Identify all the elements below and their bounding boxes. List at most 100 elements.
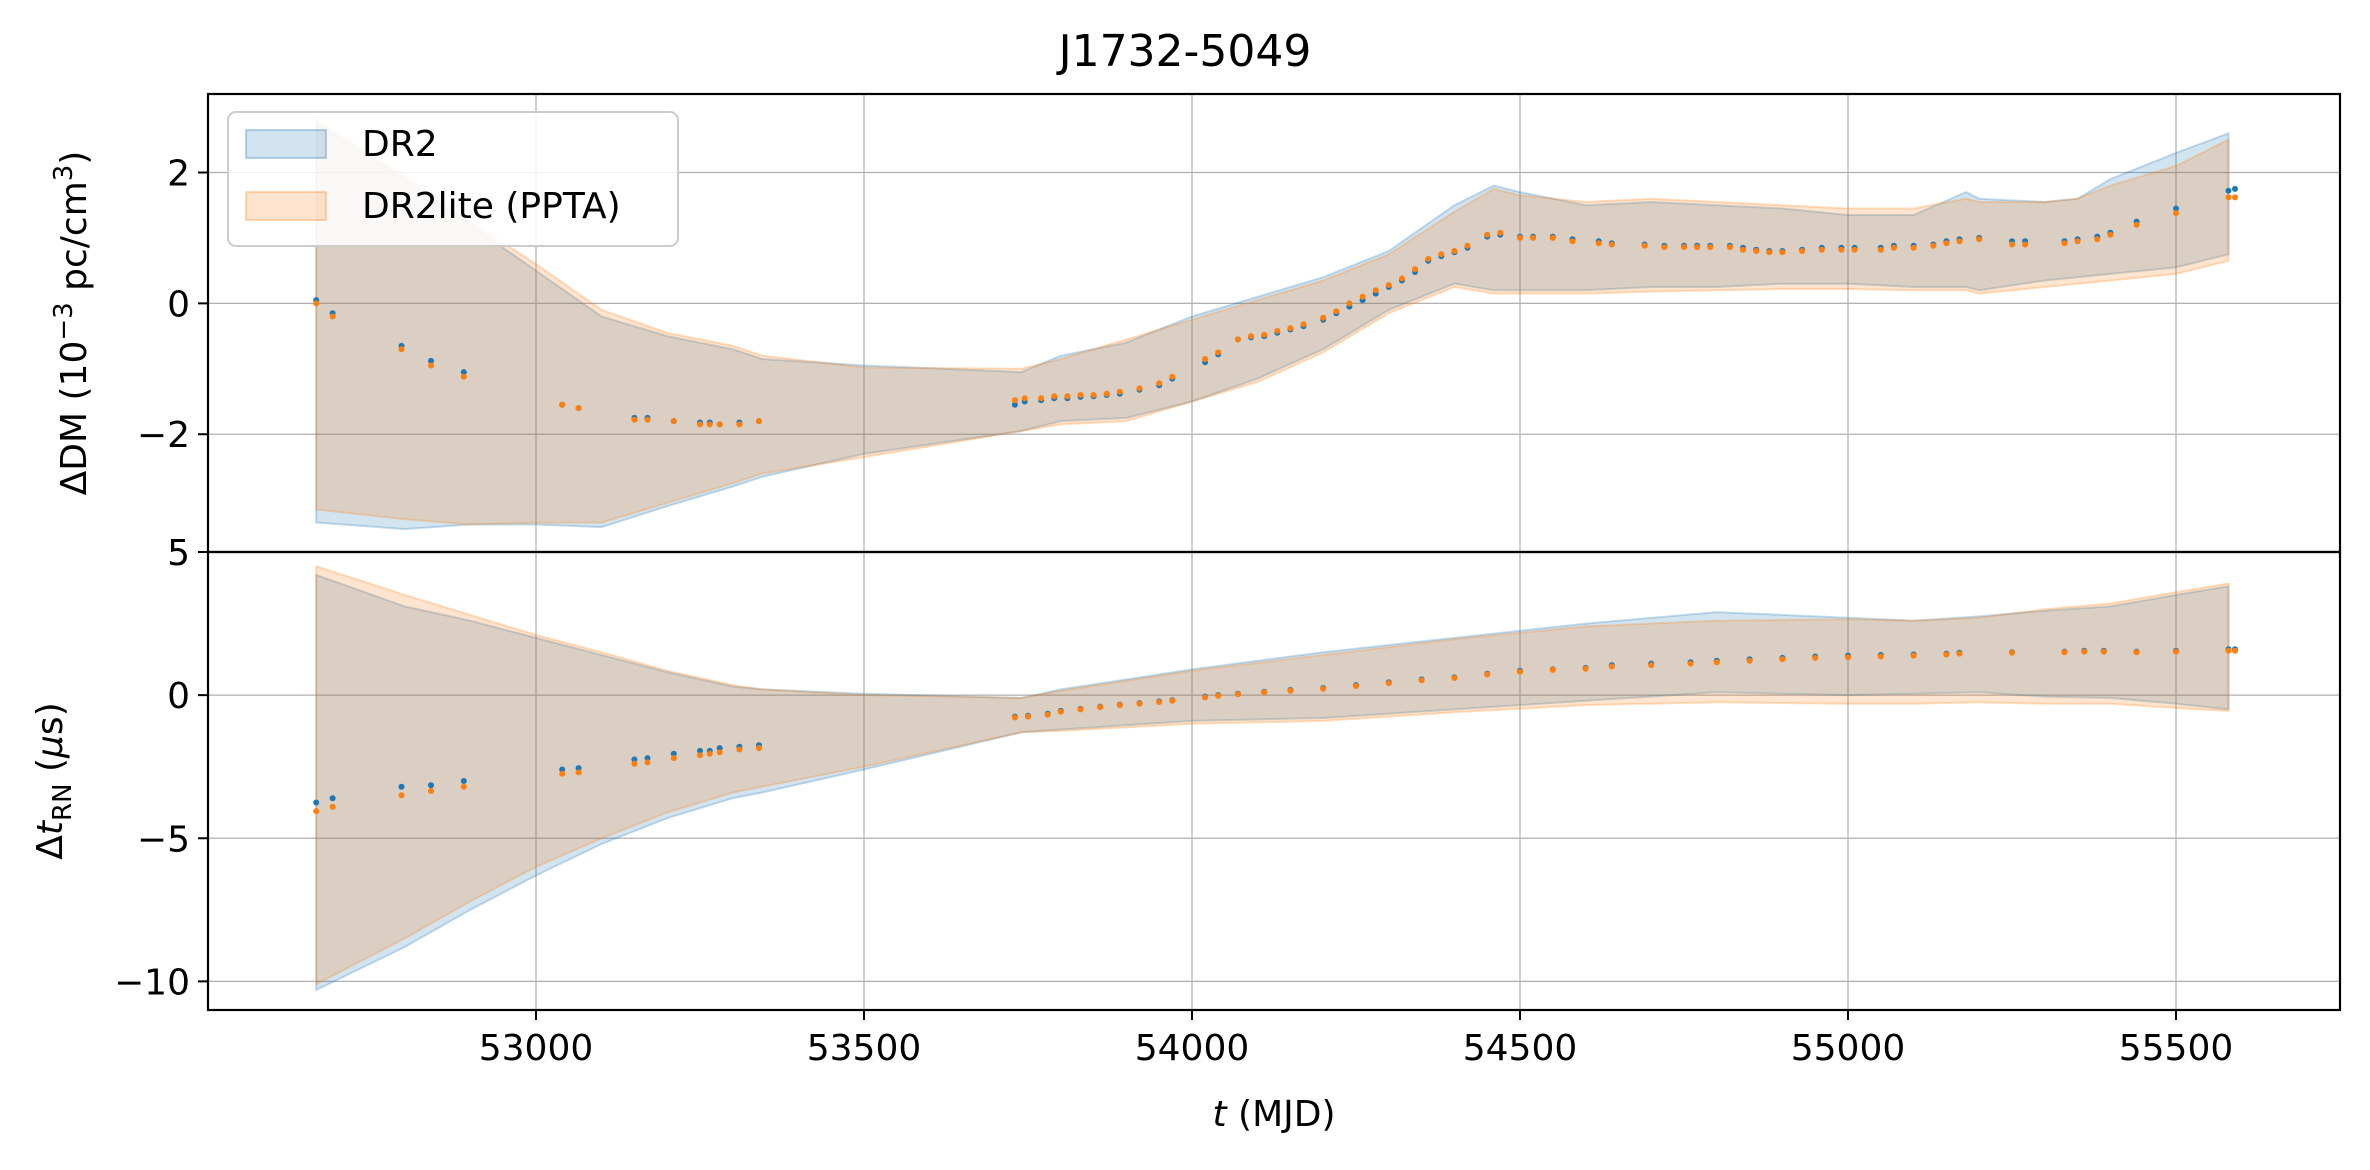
- band-dr2lite: [315, 564, 2230, 986]
- data-point-dr2lite: [1202, 356, 1209, 362]
- x-tick-label: 55000: [1791, 1028, 1906, 1069]
- data-point-dr2lite: [1372, 287, 1379, 294]
- data-point-dr2lite: [1425, 255, 1432, 262]
- band-dr2lite: [315, 118, 2230, 526]
- data-point-dr2lite: [670, 755, 677, 762]
- data-point-dr2lite: [1753, 248, 1760, 254]
- x-tick-label: 54500: [1463, 1028, 1578, 1069]
- data-point-dr2lite: [1464, 242, 1471, 249]
- data-point-dr2lite: [2225, 194, 2232, 201]
- x-axis: 53000 53500 54000 54500 55000 55500 t (MJD): [479, 1010, 2233, 1135]
- data-point-dr2lite: [2009, 241, 2015, 248]
- data-point-dr2lite: [1517, 234, 1523, 241]
- data-point-dr2lite: [1136, 700, 1143, 707]
- data-point-dr2lite: [1346, 300, 1353, 307]
- band-dr2: [315, 573, 2230, 992]
- data-point-dr2: [631, 756, 638, 763]
- data-point-dr2lite: [575, 405, 582, 412]
- y-tick-label: −10: [114, 962, 190, 1003]
- data-point-dr2lite: [1261, 689, 1268, 696]
- data-point-dr2lite: [1385, 282, 1392, 289]
- data-point-dr2lite: [2022, 241, 2029, 248]
- axes-frame: [206, 550, 2342, 1012]
- data-point-dr2lite: [1136, 385, 1143, 392]
- data-point-dr2lite: [1261, 331, 1268, 338]
- data-point-dr2lite: [398, 792, 405, 799]
- data-point-dr2: [670, 750, 677, 757]
- data-point-dr2: [329, 795, 336, 802]
- data-point-dr2: [716, 745, 723, 752]
- data-point-dr2lite: [1287, 325, 1294, 332]
- data-point-dr2lite: [670, 418, 677, 425]
- data-point-dr2lite: [1090, 392, 1097, 398]
- data-point-dr2lite: [2173, 648, 2179, 655]
- data-point-dr2lite: [1038, 395, 1045, 402]
- legend: DR2 DR2lite (PPTA): [227, 111, 679, 247]
- panel-rn: 5 0 −5 −10 ΔtRN (μs): [30, 533, 2342, 1012]
- data-point-dr2: [428, 357, 434, 364]
- data-point-dr2lite: [631, 416, 638, 423]
- data-point-dr2lite: [1451, 248, 1458, 254]
- data-point-dr2lite: [1412, 266, 1418, 273]
- data-point-dr2lite: [2107, 231, 2114, 238]
- chart-title: J1732-5049: [1056, 26, 1312, 77]
- data-point-dr2lite: [1956, 650, 1963, 657]
- data-point-dr2: [2225, 187, 2232, 194]
- data-point-dr2lite: [1713, 659, 1720, 666]
- data-point-dr2lite: [1287, 687, 1294, 694]
- data-point-dr2lite: [1779, 249, 1786, 256]
- data-point-dr2lite: [2061, 649, 2068, 656]
- data-point-dr2lite: [2061, 240, 2068, 247]
- data-point-dr2lite: [1930, 242, 1937, 249]
- data-point-dr2lite: [1956, 238, 1963, 245]
- data-point-dr2lite: [1077, 392, 1084, 398]
- data-point-dr2lite: [1766, 249, 1773, 256]
- data-point-dr2lite: [1064, 393, 1071, 400]
- data-point-dr2lite: [1595, 240, 1602, 247]
- data-point-dr2lite: [1549, 234, 1556, 241]
- data-point-dr2: [644, 755, 651, 762]
- data-point-dr2lite: [2100, 648, 2107, 655]
- data-point-dr2lite: [2074, 238, 2081, 245]
- data-point-dr2lite: [1248, 333, 1254, 340]
- data-point-dr2lite: [428, 362, 434, 369]
- data-point-dr2lite: [1274, 327, 1281, 334]
- data-point-dr2lite: [1011, 714, 1018, 721]
- data-point-dr2lite: [1779, 656, 1786, 663]
- legend-box: [227, 111, 679, 247]
- data-point-dr2lite: [1943, 240, 1950, 247]
- data-point-dr2lite: [1851, 246, 1858, 253]
- data-point-dr2lite: [428, 788, 434, 794]
- data-point-dr2lite: [1799, 248, 1806, 254]
- data-point-dr2lite: [1103, 390, 1110, 397]
- data-point-dr2lite: [1116, 388, 1123, 395]
- data-point-dr2lite: [1608, 241, 1615, 248]
- y-axis-label: ΔDM (10−3 pc/cm3): [49, 151, 95, 496]
- data-point-dr2lite: [1569, 238, 1576, 245]
- data-point-dr2lite: [1353, 683, 1359, 689]
- y-tick-label: 2: [167, 154, 190, 195]
- data-point-dr2lite: [460, 373, 467, 380]
- data-point-dr2: [313, 799, 320, 806]
- data-point-dr2lite: [1681, 244, 1687, 251]
- data-point-dr2lite: [1641, 242, 1648, 249]
- data-point-dr2lite: [1234, 336, 1241, 343]
- x-tick-label: 53500: [807, 1028, 922, 1069]
- data-point-dr2lite: [460, 783, 467, 790]
- data-point-dr2lite: [1215, 349, 1222, 356]
- data-point-dr2lite: [1097, 704, 1104, 711]
- data-point-dr2lite: [1910, 652, 1917, 659]
- data-point-dr2lite: [706, 421, 713, 428]
- data-point-dr2lite: [756, 418, 762, 425]
- data-point-dr2: [460, 778, 467, 784]
- data-point-dr2lite: [559, 770, 566, 777]
- data-point-dr2lite: [1418, 677, 1425, 684]
- data-point-dr2lite: [2173, 210, 2179, 217]
- data-point-dr2lite: [1877, 653, 1884, 660]
- data-point-dr2lite: [2133, 221, 2140, 228]
- data-point-dr2lite: [2225, 647, 2232, 654]
- data-point-dr2lite: [1333, 308, 1340, 315]
- data-point-dr2lite: [1077, 706, 1084, 713]
- legend-label-dr2: DR2: [362, 124, 438, 165]
- data-point-dr2lite: [1694, 244, 1701, 251]
